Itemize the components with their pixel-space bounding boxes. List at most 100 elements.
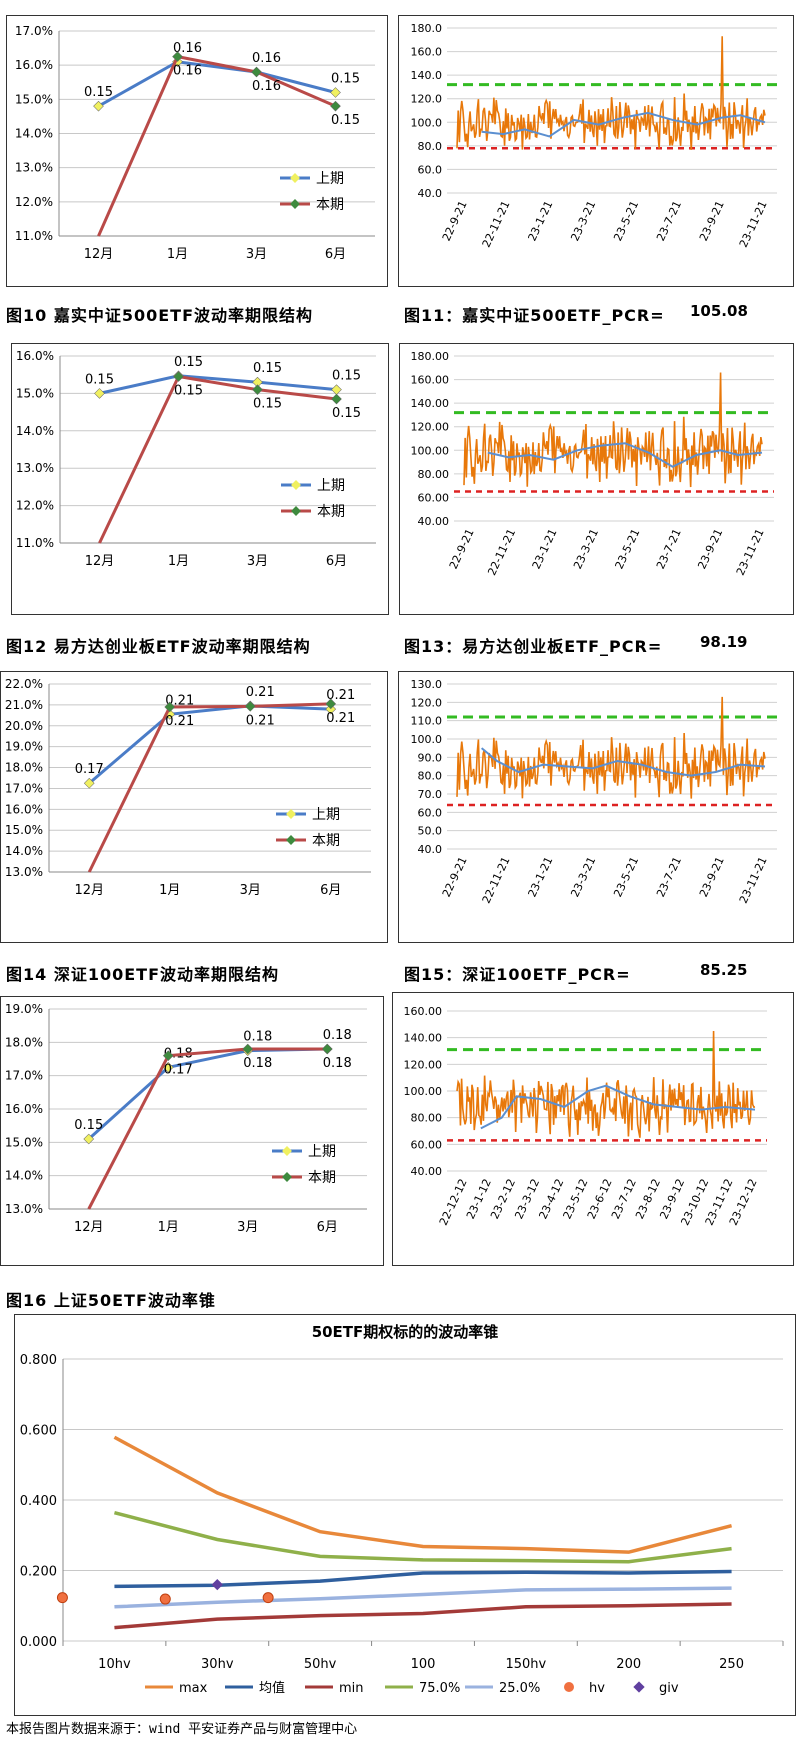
data-point — [244, 701, 256, 712]
x-tick-label: 23-3-21 — [568, 855, 598, 899]
data-label: 0.17 — [75, 762, 104, 777]
term-structure-chart-cyb: 11.0% 12.0% 13.0% 14.0% 15.0% 16.0% 12月 1月 3月 6月 0… — [16, 349, 376, 569]
legend-marker — [564, 1682, 574, 1692]
y-tick-label: 11.0% — [15, 229, 53, 243]
x-tick-label: 22-11-21 — [480, 199, 513, 250]
pcr-series-line — [456, 696, 766, 799]
caption-fig16: 图16 上证50ETF波动率锥 — [6, 1291, 216, 1310]
data-point — [252, 384, 263, 395]
x-tick-label: 3月 — [237, 1220, 258, 1235]
pcr-panel-sz100: 40.0 50.0 60.0 70.0 80.0 90.0 100.0 110.0 120.0 1… — [398, 671, 794, 943]
legend-label: 均值 — [259, 1680, 285, 1696]
x-tick-label: 3月 — [247, 554, 268, 569]
legend-marker — [290, 173, 300, 183]
y-tick-label: 13.0% — [5, 1202, 43, 1216]
y-tick-label: 0.600 — [20, 1424, 57, 1439]
hv-point — [159, 1593, 171, 1605]
y-tick-label: 40.0 — [418, 843, 443, 856]
legend-marker — [282, 1172, 292, 1182]
vol-cone-panel: 50ETF期权标的的波动率锥 0.000 0.200 0.400 0.600 0.800 1… — [14, 1314, 796, 1716]
y-tick-label: 110.0 — [411, 715, 443, 728]
term-structure-chart-500etf: 11.0% 12.0% 13.0% 14.0% 15.0% 16.0% 17.0% 12月 1月… — [15, 24, 375, 262]
y-tick-label: 18.0% — [5, 761, 43, 775]
source-footer: 本报告图片数据来源于：wind 平安证券产品与财富管理中心 — [6, 1722, 358, 1737]
x-tick-label: 23-7-21 — [654, 527, 684, 571]
term-structure-panel-50etf: 13.0% 14.0% 15.0% 16.0% 17.0% 18.0% 19.0% 12月 1月… — [0, 996, 384, 1266]
pcr-panel-500etf: 40.0 60.0 80.0 100.0 120.0 140.0 160.0 180.0 22-… — [398, 15, 794, 287]
hv-point — [56, 1592, 68, 1604]
y-tick-label: 17.0% — [5, 781, 43, 795]
pcr-panel-50etf: 40.00 60.00 80.00 100.00 120.00 140.00 160.00 2… — [392, 992, 794, 1266]
legend-marker — [290, 199, 300, 209]
data-point — [162, 1062, 174, 1073]
y-tick-label: 0.200 — [20, 1565, 57, 1580]
y-tick-label: 90.0 — [418, 751, 443, 764]
series-line-本期 — [87, 702, 331, 873]
caption-fig12: 图12 易方达创业板ETF波动率期限结构 — [6, 637, 311, 656]
x-tick-label: 23-3-21 — [571, 527, 601, 571]
series-line-min — [114, 1602, 732, 1630]
data-label: 0.15 — [253, 361, 282, 376]
y-tick-label: 19.0% — [5, 740, 43, 754]
series-line-25.0% — [114, 1586, 732, 1609]
x-tick-label: 10hv — [98, 1657, 131, 1672]
pcr-value-fig15: 85.25 — [700, 961, 748, 979]
y-tick-label: 140.00 — [404, 1032, 443, 1045]
y-tick-label: 40.0 — [418, 187, 443, 200]
pcr-value-fig11: 105.08 — [690, 302, 748, 320]
data-label: 0.15 — [253, 397, 282, 412]
series-line-75.0% — [113, 1510, 732, 1564]
legend-label: 上期 — [312, 807, 340, 823]
series-line-本期 — [98, 374, 337, 544]
legend-marker — [633, 1681, 645, 1693]
data-point — [251, 66, 262, 78]
x-tick-label: 12月 — [74, 1220, 104, 1235]
x-tick-label: 200 — [616, 1657, 641, 1672]
legend-marker — [286, 809, 296, 819]
data-label: 0.18 — [243, 1030, 272, 1045]
y-tick-label: 100.00 — [404, 1085, 443, 1098]
pcr-moving-average-line — [481, 111, 766, 138]
y-tick-label: 70.0 — [418, 788, 443, 801]
pcr-chart-cyb: 40.00 60.00 80.00 100.00 120.00 140.00 160.00 1… — [411, 350, 774, 578]
x-tick-label: 12月 — [85, 554, 115, 569]
y-tick-label: 16.0% — [15, 58, 53, 72]
data-label: 0.21 — [165, 714, 194, 729]
term-structure-panel-sz100: 13.0% 14.0% 15.0% 16.0% 17.0% 18.0% 19.0% 20.0%… — [0, 671, 388, 943]
data-point — [330, 87, 341, 98]
x-tick-label: 6月 — [326, 554, 347, 569]
x-tick-label: 12月 — [74, 883, 104, 898]
data-point — [252, 376, 263, 388]
x-tick-label: 23-9-21 — [697, 199, 727, 243]
x-tick-label: 12月 — [84, 247, 114, 262]
y-tick-label: 40.00 — [418, 515, 450, 528]
y-tick-label: 0.400 — [20, 1494, 57, 1509]
legend-label: hv — [589, 1681, 605, 1696]
pcr-moving-average-line — [480, 747, 766, 777]
y-tick-label: 0.000 — [20, 1635, 57, 1650]
x-tick-label: 6月 — [320, 883, 341, 898]
series-line-上期 — [97, 60, 336, 108]
legend-marker — [291, 506, 301, 516]
vol-cone-chart: 50ETF期权标的的波动率锥 0.000 0.200 0.400 0.600 0.800 1… — [20, 1323, 784, 1696]
pcr-moving-average-line — [487, 442, 763, 468]
y-tick-label: 15.0% — [16, 386, 54, 400]
giv-point — [211, 1578, 223, 1591]
x-tick-label: 30hv — [201, 1657, 234, 1672]
data-point — [321, 1043, 333, 1055]
data-label: 0.18 — [323, 1028, 352, 1043]
pcr-panel-cyb: 40.00 60.00 80.00 100.00 120.00 140.00 160.00 1… — [399, 343, 794, 615]
y-tick-label: 15.0% — [15, 92, 53, 106]
data-point — [93, 100, 104, 112]
series-line-上期 — [99, 374, 337, 395]
data-label: 0.21 — [246, 713, 275, 728]
legend-label: 25.0% — [499, 1681, 540, 1696]
data-label: 0.15 — [331, 72, 360, 87]
y-tick-label: 11.0% — [16, 536, 54, 550]
y-tick-label: 19.0% — [5, 1002, 43, 1016]
caption-fig13: 图13：易方达创业板ETF_PCR= — [404, 637, 663, 656]
data-label: 0.16 — [252, 51, 281, 66]
y-tick-label: 17.0% — [15, 24, 53, 38]
y-tick-label: 60.0 — [418, 806, 443, 819]
y-tick-label: 120.00 — [404, 1058, 443, 1071]
